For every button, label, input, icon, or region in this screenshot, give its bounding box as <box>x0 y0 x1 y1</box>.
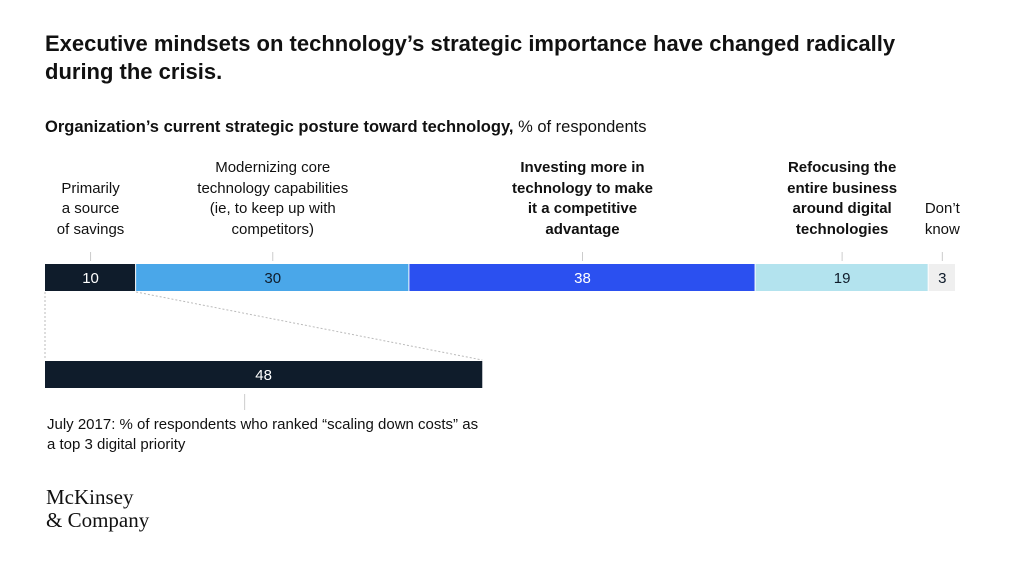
bar-segment <box>409 264 755 291</box>
category-label: Modernizing core technology capabilities… <box>197 159 349 238</box>
category-label: Don’t know <box>924 200 960 238</box>
mckinsey-logo: McKinsey & Company <box>46 486 149 532</box>
data-label: 48 <box>255 367 272 384</box>
category-label: Refocusing the entire business around di… <box>787 159 898 238</box>
subtitle-bold: Organization’s current strategic posture… <box>45 118 514 136</box>
bar-segment <box>45 264 136 291</box>
category-label: Primarily a source of savings <box>56 179 125 238</box>
data-label: 38 <box>574 270 591 287</box>
bar-2017 <box>45 361 483 388</box>
logo-line-2: & Company <box>46 508 150 532</box>
chart-subtitle: Organization’s current strategic posture… <box>45 118 647 137</box>
category-label: Investing more in technology to make it … <box>512 159 653 238</box>
connector-line <box>136 291 483 361</box>
annotation-text: July 2017: % of respondents who ranked “… <box>47 416 479 453</box>
bar-segment <box>755 264 928 291</box>
subtitle-unit: % of respondents <box>513 118 647 136</box>
logo-line-1: McKinsey <box>46 485 134 509</box>
data-label: 10 <box>82 270 99 287</box>
data-label: 19 <box>834 270 851 287</box>
chart-title: Executive mindsets on technology’s strat… <box>45 31 896 84</box>
bar-segment <box>136 264 409 291</box>
data-label: 3 <box>938 270 946 287</box>
bar-segment <box>928 264 955 291</box>
data-label: 30 <box>264 270 281 287</box>
